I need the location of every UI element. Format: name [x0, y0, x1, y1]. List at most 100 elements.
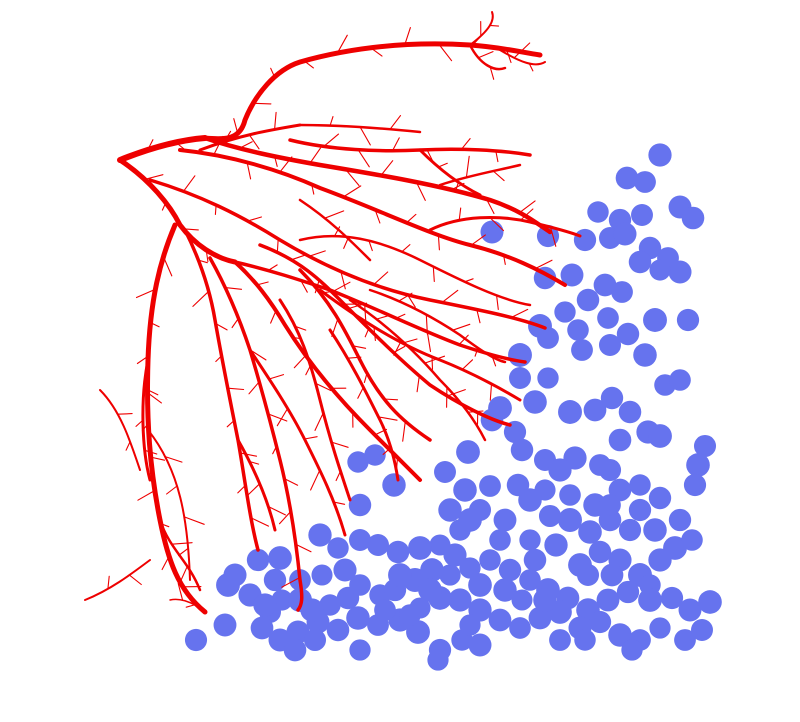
cell-disc [489, 529, 511, 551]
cell-disc [616, 322, 640, 346]
vessel-twig [248, 381, 260, 395]
vessel-branch [84, 559, 151, 601]
vessel-twig [437, 234, 440, 251]
vessel-twig [426, 331, 432, 353]
cell-disc [246, 548, 270, 572]
vessel-twig [248, 460, 260, 465]
vessel-twig [315, 382, 332, 392]
cell-disc [643, 308, 667, 332]
cell-disc [326, 618, 350, 642]
vessel-twig [135, 288, 156, 299]
cell-disc [574, 629, 596, 651]
vessel-twig [117, 413, 133, 415]
vessel-twig [519, 208, 534, 221]
vessel-twig [437, 162, 448, 168]
vessel-twig [398, 292, 413, 302]
vessel-twig [314, 279, 320, 294]
vessel-twig [248, 134, 260, 150]
vessel-twig [161, 202, 167, 211]
cell-disc [598, 508, 622, 532]
vessel-twig [185, 604, 196, 608]
vessel-branch [148, 178, 547, 330]
vessel-branch [183, 228, 260, 552]
cell-disc [434, 461, 456, 483]
vessel-twig [357, 386, 364, 399]
vessel-twig [250, 517, 270, 527]
cell-disc [691, 619, 713, 641]
vessel-twig [144, 449, 158, 455]
vessel-twig [314, 412, 324, 431]
vessel-twig [404, 27, 411, 46]
vessel-branch [141, 358, 152, 482]
vessel-twig [467, 410, 484, 413]
cell-disc [668, 508, 692, 532]
cell-disc [613, 222, 637, 246]
vessel-twig [246, 483, 261, 497]
vessel-twig [340, 271, 346, 290]
cell-disc [597, 307, 619, 329]
vessel-branch [328, 328, 400, 482]
vessel-twig [432, 266, 435, 283]
vessel-branch [318, 288, 522, 402]
cell-disc [559, 484, 581, 506]
cell-disc [538, 504, 562, 528]
cell-disc [253, 593, 277, 617]
vessel-twig [352, 345, 367, 349]
vessel-twig [357, 149, 370, 168]
cell-disc [346, 606, 370, 630]
cell-disc [621, 639, 643, 661]
vessel-twig [309, 147, 322, 164]
cell-disc [615, 166, 639, 190]
vessel-twig [237, 484, 246, 494]
cell-disc [456, 440, 480, 464]
vessel-twig [373, 271, 389, 286]
vessel-twig [267, 505, 286, 516]
vessel-twig [402, 420, 406, 442]
vessel-twig [534, 259, 553, 270]
cell-disc [649, 617, 671, 639]
vessel-branch [198, 123, 302, 152]
cell-disc [618, 518, 642, 542]
cell-disc [608, 428, 632, 452]
cell-disc [683, 473, 707, 497]
cell-disc [448, 588, 472, 612]
vessel-twig [166, 485, 178, 495]
cell-disc [453, 478, 477, 502]
cell-disc [537, 327, 559, 349]
cell-disc [510, 438, 534, 462]
vessel-twig [513, 42, 531, 59]
cell-disc [468, 573, 492, 597]
vessel-twig [279, 156, 293, 173]
vessel-twig [323, 133, 340, 147]
vessel-twig [295, 543, 312, 553]
vessel-twig [458, 207, 462, 221]
vessel-twig [252, 102, 272, 105]
cell-disc [399, 604, 421, 626]
vessel-twig [460, 138, 471, 150]
vessel-twig [364, 328, 370, 338]
cell-disc [364, 444, 386, 466]
cell-disc [511, 589, 533, 611]
vessel-twig [272, 445, 278, 455]
cell-disc [533, 588, 557, 612]
cell-disc [678, 598, 702, 622]
cell-disc [686, 453, 710, 477]
cell-disc [583, 493, 607, 517]
cell-disc [286, 620, 310, 644]
cell-disc [536, 224, 560, 248]
cell-disc [573, 228, 597, 252]
vessel-twig [441, 289, 459, 303]
cell-disc [598, 458, 622, 482]
vessel-twig [336, 34, 348, 54]
cell-disc [631, 204, 653, 226]
cell-disc [382, 473, 406, 497]
vessel-twig [424, 355, 446, 364]
vessel-twig [438, 43, 453, 62]
vessel-twig [213, 135, 224, 156]
cell-disc [599, 494, 621, 516]
cell-disc [669, 369, 691, 391]
vessel-twig [464, 278, 474, 283]
vessel-twig [401, 244, 411, 253]
cell-disc [268, 546, 292, 570]
